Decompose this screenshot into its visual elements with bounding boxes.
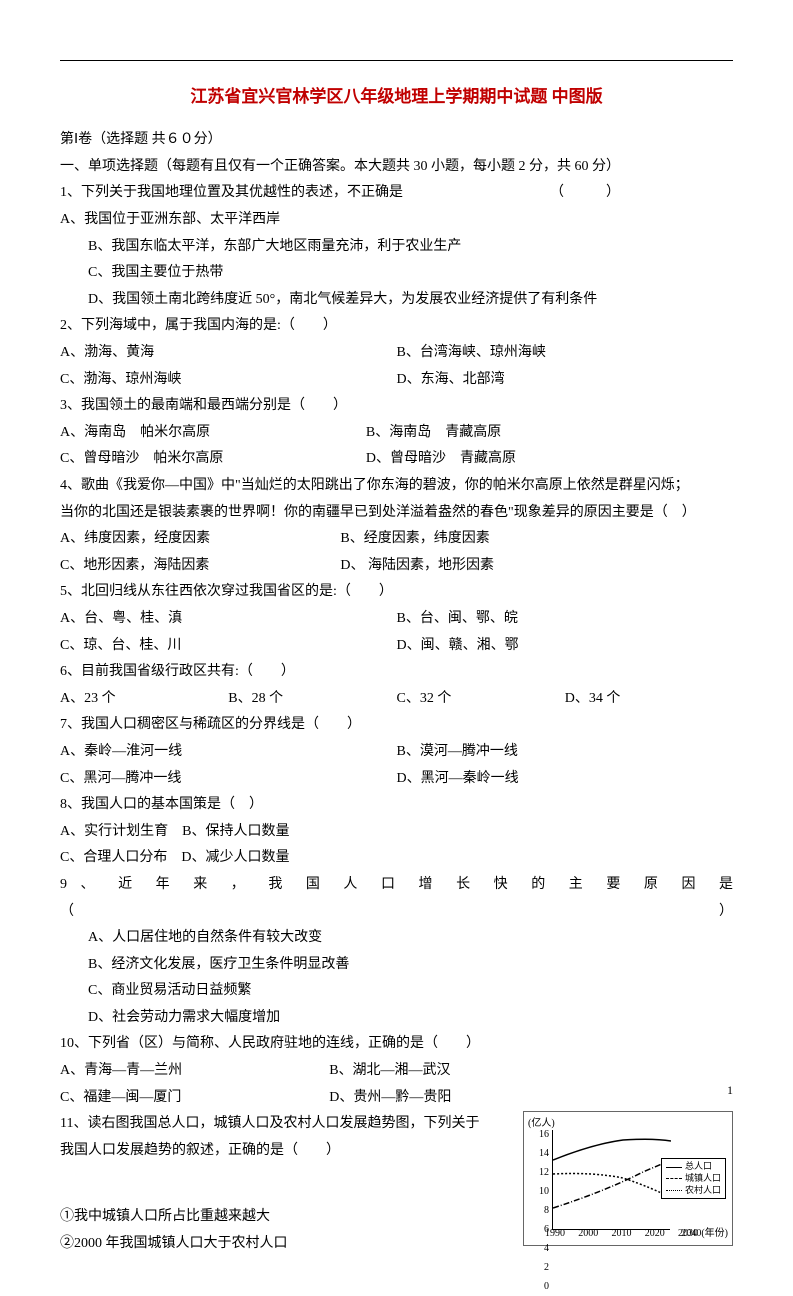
exam-title: 江苏省宜兴官林学区八年级地理上学期期中试题 中图版 xyxy=(60,81,733,113)
q1-opt-c: C、我国主要位于热带 xyxy=(60,260,733,287)
q3-opt-a: A、海南岛 帕米尔高原 xyxy=(60,420,366,447)
q3-opt-d: D、曾母暗沙 青藏高原 xyxy=(366,446,733,473)
q3-opt-b: B、海南岛 青藏高原 xyxy=(366,420,733,447)
q7-row2: C、黑河—腾冲一线 D、黑河—秦岭一线 xyxy=(60,766,733,793)
top-rule xyxy=(60,60,733,61)
q4-opt-a: A、纬度因素，经度因素 xyxy=(60,526,340,553)
q9-opt-b: B、经济文化发展，医疗卫生条件明显改善 xyxy=(60,952,733,979)
q10-row2: C、福建—闽—厦门 D、贵州—黔—贵阳 xyxy=(60,1085,733,1112)
q4-opt-c: C、地形因素，海陆因素 xyxy=(60,553,340,580)
q5-opt-b: B、台、闽、鄂、皖 xyxy=(397,606,734,633)
line-urban xyxy=(553,1160,671,1208)
q6-opt-a: A、23 个 xyxy=(60,686,228,713)
q6-stem: 6、目前我国省级行政区共有:（ ） xyxy=(60,659,733,686)
section-label: 第Ⅰ卷（选择题 共６０分） xyxy=(60,127,733,154)
q10-opt-a: A、青海—青—兰州 xyxy=(60,1058,329,1085)
chart-plot: 16 14 12 10 8 6 4 2 0 1990 2000 2010 202… xyxy=(552,1130,670,1230)
q4-row1: A、纬度因素，经度因素 B、经度因素，纬度因素 xyxy=(60,526,733,553)
q8-stem: 8、我国人口的基本国策是（ ） xyxy=(60,792,733,819)
q4-row2: C、地形因素，海陆因素 D、 海陆因素，地形因素 xyxy=(60,553,733,580)
line-total xyxy=(553,1139,671,1160)
q8-opt-cd: C、合理人口分布 D、减少人口数量 xyxy=(60,845,733,872)
q2-row2: C、渤海、琼州海峡 D、东海、北部湾 xyxy=(60,367,733,394)
line-rural xyxy=(553,1174,671,1199)
q3-stem: 3、我国领土的最南端和最西端分别是（ ） xyxy=(60,393,733,420)
q5-opt-d: D、闽、赣、湘、鄂 xyxy=(397,633,734,660)
q5-row1: A、台、粤、桂、滇 B、台、闽、鄂、皖 xyxy=(60,606,733,633)
q2-opt-a: A、渤海、黄海 xyxy=(60,340,397,367)
q2-row1: A、渤海、黄海 B、台湾海峡、琼州海峡 xyxy=(60,340,733,367)
q7-opt-a: A、秦岭—淮河一线 xyxy=(60,739,397,766)
chart-xlabel: 2040(年份) xyxy=(681,1224,728,1243)
q3-row1: A、海南岛 帕米尔高原 B、海南岛 青藏高原 xyxy=(60,420,733,447)
q10-opt-d: D、贵州—黔—贵阳 xyxy=(329,1085,733,1112)
q7-opt-c: C、黑河—腾冲一线 xyxy=(60,766,397,793)
population-chart: (亿人) 16 14 12 10 8 6 4 2 0 1990 2000 xyxy=(523,1111,733,1246)
q2-opt-b: B、台湾海峡、琼州海峡 xyxy=(397,340,734,367)
instructions: 一、单项选择题（每题有且仅有一个正确答案。本大题共 30 小题，每小题 2 分，… xyxy=(60,154,733,181)
q5-opt-c: C、琼、台、桂、川 xyxy=(60,633,397,660)
chart-yticks: 16 14 12 10 8 6 4 2 0 xyxy=(535,1125,549,1235)
q3-opt-c: C、曾母暗沙 帕米尔高原 xyxy=(60,446,366,473)
chart-svg xyxy=(553,1130,671,1230)
q6-row: A、23 个 B、28 个 C、32 个 D、34 个 xyxy=(60,686,733,713)
q11-s1: ①我中城镇人口所占比重越来越大 xyxy=(60,1204,490,1231)
q6-opt-b: B、28 个 xyxy=(228,686,396,713)
q10-opt-b: B、湖北—湘—武汉 xyxy=(329,1058,733,1085)
q1-opt-a: A、我国位于亚洲东部、太平洋西岸 xyxy=(60,207,733,234)
chart-legend: 总人口 城镇人口 农村人口 xyxy=(661,1158,726,1199)
q5-opt-a: A、台、粤、桂、滇 xyxy=(60,606,397,633)
q9-stem: 9 、 近 年 来 ， 我 国 人 口 增 长 快 的 主 要 原 因 是 （ … xyxy=(60,872,733,925)
q8-opt-ab: A、实行计划生育 B、保持人口数量 xyxy=(60,819,733,846)
q7-opt-d: D、黑河—秦岭一线 xyxy=(397,766,734,793)
q6-opt-c: C、32 个 xyxy=(397,686,565,713)
q6-opt-d: D、34 个 xyxy=(565,686,733,713)
q9-opt-d: D、社会劳动力需求大幅度增加 xyxy=(60,1005,733,1032)
q1-opt-b: B、我国东临太平洋，东部广大地区雨量充沛，利于农业生产 xyxy=(60,234,733,261)
q2-opt-d: D、东海、北部湾 xyxy=(397,367,734,394)
q4-opt-d: D、 海陆因素，地形因素 xyxy=(340,553,733,580)
q4-opt-b: B、经度因素，纬度因素 xyxy=(340,526,733,553)
page-number: 1 xyxy=(727,1079,733,1102)
q4-stem-1: 4、歌曲《我爱你—中国》中"当灿烂的太阳跳出了你东海的碧波，你的帕米尔高原上依然… xyxy=(60,473,733,500)
q1-stem: 1、下列关于我国地理位置及其优越性的表述，不正确是 （ ） xyxy=(60,180,733,207)
q1-opt-d: D、我国领土南北跨纬度近 50°，南北气候差异大，为发展农业经济提供了有利条件 xyxy=(60,287,733,314)
q10-opt-c: C、福建—闽—厦门 xyxy=(60,1085,329,1112)
q10-row1: A、青海—青—兰州 B、湖北—湘—武汉 xyxy=(60,1058,733,1085)
q7-opt-b: B、漠河—腾冲一线 xyxy=(397,739,734,766)
q2-opt-c: C、渤海、琼州海峡 xyxy=(60,367,397,394)
q5-row2: C、琼、台、桂、川 D、闽、赣、湘、鄂 xyxy=(60,633,733,660)
q11-s2: ②2000 年我国城镇人口大于农村人口 xyxy=(60,1231,490,1258)
q2-stem: 2、下列海域中，属于我国内海的是:（ ） xyxy=(60,313,733,340)
q9-opt-c: C、商业贸易活动日益频繁 xyxy=(60,978,733,1005)
q11-block: 11、读右图我国总人口，城镇人口及农村人口发展趋势图，下列关于我国人口发展趋势的… xyxy=(60,1111,733,1257)
q9-opt-a: A、人口居住地的自然条件有较大改变 xyxy=(60,925,733,952)
q4-stem-2: 当你的北国还是银装素裹的世界啊！你的南疆早已到处洋溢着盎然的春色"现象差异的原因… xyxy=(60,500,733,527)
q7-row1: A、秦岭—淮河一线 B、漠河—腾冲一线 xyxy=(60,739,733,766)
q3-row2: C、曾母暗沙 帕米尔高原 D、曾母暗沙 青藏高原 xyxy=(60,446,733,473)
chart-xticks: 1990 2000 2010 2020 2030 xyxy=(545,1224,698,1243)
q11-stem: 11、读右图我国总人口，城镇人口及农村人口发展趋势图，下列关于我国人口发展趋势的… xyxy=(60,1111,490,1164)
q5-stem: 5、北回归线从东往西依次穿过我国省区的是:（ ） xyxy=(60,579,733,606)
q7-stem: 7、我国人口稠密区与稀疏区的分界线是（ ） xyxy=(60,712,733,739)
q10-stem: 10、下列省（区）与简称、人民政府驻地的连线，正确的是（ ） xyxy=(60,1031,733,1058)
